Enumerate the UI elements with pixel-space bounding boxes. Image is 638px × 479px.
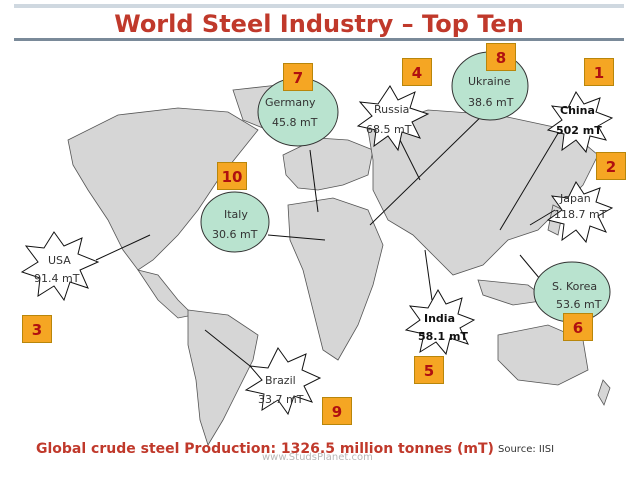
brazil-pointer-line	[204, 329, 256, 371]
germany-pointer-line	[309, 149, 319, 213]
top-decoration-bar	[14, 4, 624, 8]
asia-shape	[367, 109, 599, 276]
ukraine-pointer-line	[369, 107, 491, 226]
watermark-text: www.StudsPlanet.com	[262, 452, 373, 463]
usa-starburst	[20, 231, 100, 302]
india-pointer-line	[424, 249, 433, 301]
rank-badge-germany: 7	[283, 63, 313, 91]
skorea-value: 53.6 mT	[556, 298, 602, 311]
italy-value: 30.6 mT	[212, 228, 258, 241]
japan-name: Japan	[560, 192, 591, 205]
north-america-shape	[67, 107, 259, 271]
ukraine-value: 38.6 mT	[468, 96, 514, 109]
russia-starburst	[356, 85, 430, 152]
usa-value: 91.4 mT	[34, 272, 80, 285]
south-america-shape	[187, 309, 259, 446]
global-production-text: Global crude steel Production: 1326.5 mi…	[36, 441, 494, 457]
russia-name: Russia	[374, 103, 410, 116]
japan-starburst	[546, 181, 614, 244]
india-starburst	[404, 288, 476, 356]
usa-pointer-line	[95, 234, 151, 261]
rank-badge-ukraine: 8	[486, 43, 516, 71]
skorea-name: S. Korea	[552, 280, 598, 293]
brazil-value: 33.7 mT	[258, 393, 304, 406]
rank-badge-skorea: 6	[563, 313, 593, 341]
japan-pointer-line	[529, 209, 556, 226]
germany-name: Germany	[265, 96, 316, 109]
italy-ellipse	[200, 191, 270, 253]
rank-badge-russia: 4	[402, 58, 432, 86]
title-underline	[14, 38, 624, 41]
germany-value: 45.8 mT	[272, 116, 318, 129]
china-starburst	[546, 91, 614, 154]
rank-badge-japan: 2	[596, 152, 626, 180]
india-value: 58.1 mT	[418, 330, 468, 343]
europe-shape	[282, 137, 374, 191]
brazil-starburst	[244, 347, 322, 416]
india-name: India	[424, 312, 455, 325]
china-pointer-line	[499, 129, 561, 231]
russia-value: 68.5 mT	[366, 123, 412, 136]
rank-badge-usa: 3	[22, 315, 52, 343]
rank-badge-india: 5	[414, 356, 444, 384]
china-value: 502 mT	[556, 124, 602, 137]
se-asia-shape	[477, 279, 550, 306]
rank-badge-brazil: 9	[322, 397, 352, 425]
china-name: China	[560, 104, 595, 117]
japan-value: 118.7 mT	[554, 208, 607, 221]
ukraine-name: Ukraine	[468, 75, 511, 88]
usa-name: USA	[48, 254, 71, 267]
italy-pointer-line	[267, 234, 326, 241]
rank-badge-china: 1	[584, 58, 614, 86]
rank-badge-italy: 10	[217, 162, 247, 190]
new-zealand-shape	[597, 379, 611, 406]
source-text: Source: IISI	[498, 444, 555, 455]
italy-name: Italy	[224, 208, 248, 221]
brazil-name: Brazil	[265, 374, 296, 387]
slide-title: World Steel Industry – Top Ten	[114, 10, 524, 38]
